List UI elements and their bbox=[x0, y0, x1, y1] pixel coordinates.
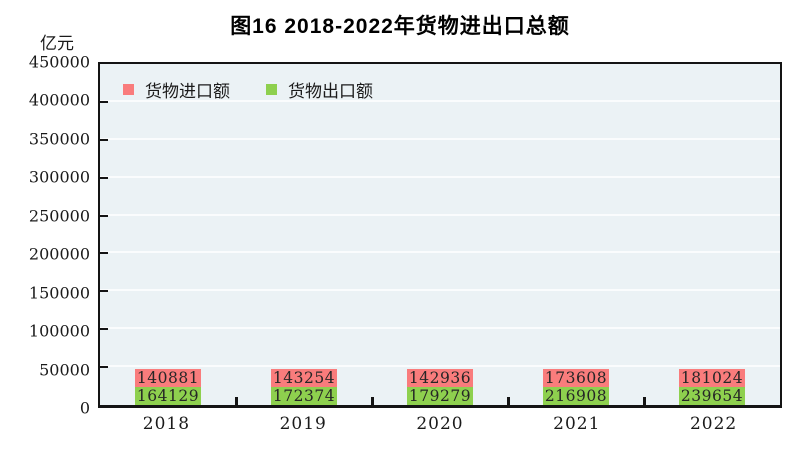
y-tick-mark bbox=[100, 100, 108, 103]
y-tick-label: 100000 bbox=[28, 321, 90, 341]
bar-stack: 140881 164129 bbox=[135, 369, 201, 405]
y-tick-label: 200000 bbox=[28, 244, 90, 264]
bar-group-2019: 143254 172374 bbox=[236, 64, 372, 405]
export-segment-2022: 239654 bbox=[679, 387, 745, 405]
bar-series: 140881 164129 143254 172374 bbox=[100, 64, 780, 405]
bar-group-2020: 142936 179279 bbox=[372, 64, 508, 405]
y-tick-label: 250000 bbox=[28, 206, 90, 226]
y-tick-label: 400000 bbox=[28, 90, 90, 110]
x-tick-label-2018: 2018 bbox=[142, 414, 191, 434]
gridline bbox=[100, 365, 780, 368]
x-tick-label-2022: 2022 bbox=[689, 414, 738, 434]
export-value-label: 179279 bbox=[408, 387, 472, 405]
export-segment-2021: 216908 bbox=[543, 387, 609, 405]
y-tick-mark bbox=[100, 328, 108, 331]
import-value-label: 140881 bbox=[136, 369, 200, 387]
bar-stack: 142936 179279 bbox=[407, 369, 473, 405]
y-tick-mark bbox=[100, 138, 108, 141]
legend-item-export: 货物出口额 bbox=[266, 77, 373, 102]
y-tick-label: 50000 bbox=[39, 360, 90, 380]
import-value-label: 142936 bbox=[408, 369, 472, 387]
gridline bbox=[100, 175, 780, 178]
gridline bbox=[100, 327, 780, 330]
import-segment-2021: 173608 bbox=[543, 369, 609, 387]
import-segment-2020: 142936 bbox=[407, 369, 473, 387]
plot-area: 140881 164129 143254 172374 bbox=[98, 62, 782, 408]
bar-group-2022: 181024 239654 bbox=[644, 64, 780, 405]
y-tick-mark bbox=[100, 214, 108, 217]
y-tick-mark bbox=[100, 176, 108, 179]
x-tick-mark bbox=[371, 397, 374, 405]
bar-stack: 181024 239654 bbox=[679, 369, 745, 405]
x-tick-mark bbox=[235, 397, 238, 405]
x-tick-label-2021: 2021 bbox=[553, 414, 601, 434]
chart-title: 图16 2018-2022年货物进出口总额 bbox=[230, 15, 570, 38]
export-swatch-icon bbox=[266, 84, 277, 95]
y-tick-label: 350000 bbox=[28, 129, 90, 149]
bar-group-2018: 140881 164129 bbox=[100, 64, 236, 405]
gridline bbox=[100, 137, 780, 140]
import-swatch-icon bbox=[123, 84, 134, 95]
y-tick-label: 300000 bbox=[28, 167, 90, 187]
y-tick-label: 0 bbox=[79, 398, 90, 418]
x-tick-label-2019: 2019 bbox=[279, 414, 327, 434]
x-tick-mark bbox=[643, 397, 646, 405]
gridline bbox=[100, 289, 780, 292]
y-tick-mark bbox=[100, 366, 108, 369]
gridline bbox=[100, 99, 780, 102]
export-value-label: 164129 bbox=[136, 387, 200, 405]
export-value-label: 216908 bbox=[544, 387, 608, 405]
bar-stack: 173608 216908 bbox=[543, 369, 609, 405]
gridline bbox=[100, 213, 780, 216]
x-axis-tick-labels: 2018 2019 2020 2021 2022 bbox=[98, 414, 782, 434]
y-tick-mark bbox=[100, 290, 108, 293]
bar-group-2021: 173608 216908 bbox=[508, 64, 644, 405]
import-value-label: 181024 bbox=[680, 369, 744, 387]
import-segment-2022: 181024 bbox=[679, 369, 745, 387]
gridline bbox=[100, 251, 780, 254]
import-segment-2019: 143254 bbox=[271, 369, 337, 387]
export-segment-2020: 179279 bbox=[407, 387, 473, 405]
x-tick-mark bbox=[507, 397, 510, 405]
export-value-label: 172374 bbox=[272, 387, 336, 405]
export-segment-2019: 172374 bbox=[271, 387, 337, 405]
export-value-label: 239654 bbox=[680, 387, 744, 405]
legend-label-import: 货物进口额 bbox=[145, 82, 230, 102]
legend-item-import: 货物进口额 bbox=[123, 77, 230, 102]
y-axis-unit-label: 亿元 bbox=[40, 34, 74, 54]
legend-label-export: 货物出口额 bbox=[288, 82, 373, 102]
import-segment-2018: 140881 bbox=[135, 369, 201, 387]
y-tick-label: 150000 bbox=[28, 283, 90, 303]
y-axis-tick-labels: 450000 400000 350000 300000 250000 20000… bbox=[0, 53, 90, 418]
y-tick-mark bbox=[100, 252, 108, 255]
import-value-label: 173608 bbox=[544, 369, 608, 387]
export-segment-2018: 164129 bbox=[135, 387, 201, 405]
legend: 货物进口额 货物出口额 bbox=[123, 77, 373, 102]
import-value-label: 143254 bbox=[272, 369, 336, 387]
bar-stack: 143254 172374 bbox=[271, 369, 337, 405]
x-tick-label-2020: 2020 bbox=[416, 414, 464, 434]
y-tick-label: 450000 bbox=[28, 52, 90, 72]
